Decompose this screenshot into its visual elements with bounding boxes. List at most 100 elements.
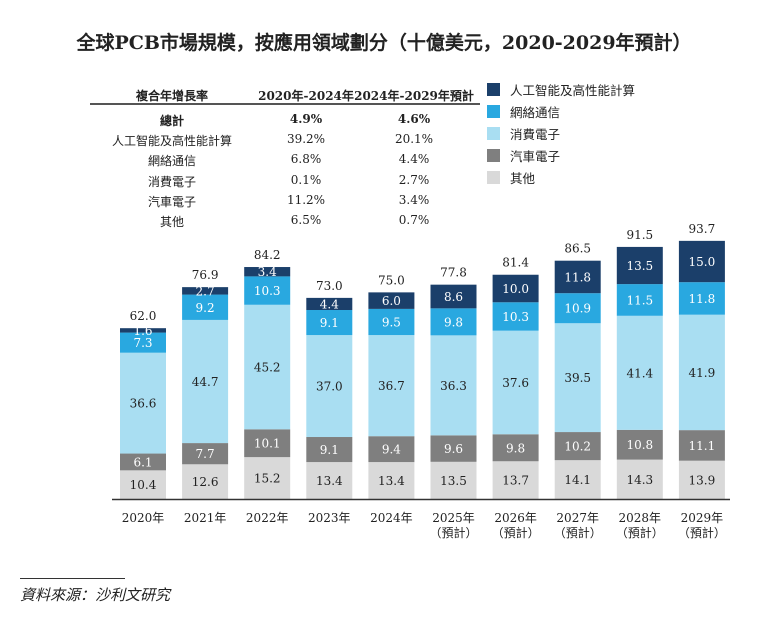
table-divider [90,103,480,105]
data-label: 9.4 [382,443,401,457]
legend-label: 其他 [510,171,536,186]
table-cell: 4.4% [398,152,430,166]
table-cell: 總計 [159,114,184,128]
x-tick-label: （預計） [429,525,477,540]
data-label: 2.7 [196,284,215,298]
total-label: 84.2 [254,248,281,262]
total-label: 93.7 [689,222,716,236]
data-label: 11.8 [564,270,591,284]
total-label: 75.0 [378,273,405,287]
bar-segment [678,314,725,431]
legend-swatch [487,127,500,140]
bar-segment [368,335,415,437]
data-label: 14.1 [564,473,591,487]
data-label: 10.8 [626,438,653,452]
bar-segment [120,352,166,454]
table-header: 複合年增長率 [135,89,208,103]
table-cell: 消費電子 [147,175,196,189]
legend-item: 人工智能及高性能計算 [487,80,635,99]
table-cell: 2.7% [398,173,430,187]
bar-segment [120,332,166,353]
x-tick-label: 2020年 [122,511,165,525]
legend-swatch [487,105,500,118]
data-label: 41.9 [689,366,716,380]
data-label: 13.5 [626,259,653,273]
data-label: 11.1 [689,439,716,453]
table-cell: 6.8% [290,152,322,166]
x-tick-label: 2029年 [681,511,724,525]
x-tick-label: 2022年 [246,511,289,525]
total-label: 86.5 [564,242,591,256]
data-label: 13.5 [440,474,467,488]
data-label: 14.3 [626,473,653,487]
data-label: 15.2 [254,472,281,486]
bar-segment [244,457,291,499]
total-label: 76.9 [192,268,219,282]
bar-segment [678,240,725,283]
table-header: 2020年-2024年 [258,89,354,103]
table-cell: 6.5% [290,213,322,227]
data-label: 36.6 [130,397,157,411]
data-label: 10.9 [564,302,591,316]
bar-segment [616,284,663,316]
table-cell: 4.6% [397,112,431,126]
bar-segment [492,461,539,499]
bar-segment [554,293,601,324]
table-cell: 3.4% [398,193,430,207]
x-tick-label: （預計） [554,525,602,540]
data-label: 6.1 [133,455,152,469]
bar-segment [492,434,539,462]
bar-segment [244,304,291,430]
data-label: 1.6 [133,324,152,338]
chart-title: 全球PCB市場規模，按應用領域劃分（十億美元，2020-2029年預計） [76,32,692,54]
bar-segment [430,284,477,309]
bar-segment [120,328,166,333]
data-label: 36.3 [440,379,467,393]
data-label: 7.3 [133,336,152,350]
legend-label: 汽車電子 [510,149,561,164]
data-label: 10.1 [254,437,281,451]
bar-segment [492,274,539,303]
legend-swatch [487,83,500,96]
x-tick-label: 2025年 [432,511,475,525]
data-label: 10.0 [502,282,529,296]
bar-segment [430,435,477,462]
data-label: 37.6 [502,376,529,390]
table-cell: 39.2% [286,132,326,146]
data-label: 4.4 [320,297,339,311]
data-label: 10.3 [502,310,529,324]
total-label: 81.4 [502,256,529,270]
data-label: 13.9 [689,473,716,487]
table-header: 2024年-2029年預計 [354,89,474,103]
table-cell: 20.1% [394,132,434,146]
bar-segment [120,470,166,499]
legend-item: 其他 [487,168,535,187]
data-label: 3.4 [258,265,277,279]
table-cell: 汽車電子 [147,195,196,209]
table-cell: 4.9% [289,112,323,126]
bar-segment [368,436,415,463]
data-label: 9.8 [506,441,525,455]
bar-segment [554,323,601,433]
bar-segment [306,437,353,463]
data-label: 9.8 [444,315,463,329]
bar-segment [368,462,415,499]
x-tick-label: 2024年 [370,511,413,525]
bar-segment [368,292,415,309]
data-label: 15.0 [689,255,716,269]
table-cell: 0.7% [398,213,430,227]
bar-segment [616,429,663,460]
legend-label: 人工智能及高性能計算 [510,83,636,98]
bar-segment [616,459,663,499]
bar-segment [182,443,229,465]
bar-segment [244,429,291,458]
data-label: 9.1 [320,316,339,330]
bar-segment [306,462,353,499]
x-tick-label: （預計） [616,525,664,540]
data-label: 13.4 [316,474,343,488]
bar-segment [306,335,353,438]
total-label: 73.0 [316,279,343,293]
table-cell: 人工智能及高性能計算 [111,134,232,148]
bar-segment [120,453,166,471]
